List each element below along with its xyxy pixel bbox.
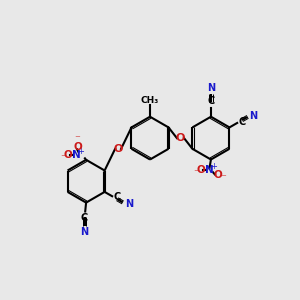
Text: C: C	[207, 96, 214, 106]
Text: O: O	[73, 142, 82, 152]
Text: C: C	[114, 192, 121, 202]
Text: +: +	[77, 147, 84, 156]
Text: ⁻: ⁻	[74, 134, 80, 144]
Text: O: O	[176, 133, 185, 143]
Text: CH₃: CH₃	[141, 96, 159, 105]
Text: C: C	[238, 117, 246, 127]
Text: O: O	[113, 144, 123, 154]
Text: N: N	[207, 82, 215, 93]
Text: C: C	[81, 213, 88, 223]
Text: N: N	[125, 199, 133, 208]
Text: ⁻: ⁻	[193, 168, 199, 178]
Text: +: +	[210, 162, 217, 171]
Text: O: O	[63, 150, 72, 161]
Text: N: N	[72, 150, 80, 161]
Text: ⁻: ⁻	[61, 153, 66, 163]
Text: N: N	[80, 227, 89, 237]
Text: ⁻: ⁻	[220, 173, 226, 183]
Text: N: N	[250, 111, 258, 121]
Text: N: N	[205, 165, 214, 175]
Text: O: O	[197, 165, 206, 175]
Text: O: O	[213, 170, 222, 180]
